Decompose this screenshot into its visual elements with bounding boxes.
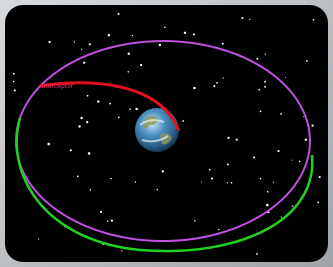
star — [47, 143, 50, 146]
screen: Interceptor — [0, 0, 333, 267]
star — [80, 117, 82, 119]
star — [88, 152, 91, 155]
star — [14, 89, 16, 91]
star — [260, 111, 262, 113]
star — [291, 160, 292, 161]
star — [48, 41, 50, 43]
star — [135, 108, 138, 111]
star — [81, 49, 82, 50]
trajectory-label: Interceptor — [40, 83, 74, 90]
star — [256, 58, 258, 60]
star — [70, 149, 72, 151]
star — [107, 221, 108, 222]
star — [277, 150, 279, 152]
star — [303, 116, 304, 117]
star — [218, 229, 220, 231]
star — [83, 62, 85, 64]
star — [258, 89, 260, 91]
star — [265, 53, 266, 54]
star — [209, 169, 211, 171]
star — [13, 73, 15, 75]
star — [317, 202, 319, 204]
star — [223, 77, 224, 78]
star — [110, 178, 112, 180]
star — [135, 181, 136, 182]
star — [264, 86, 266, 88]
star — [128, 52, 130, 54]
star — [216, 82, 218, 84]
star — [157, 189, 159, 191]
star — [306, 60, 308, 62]
star — [111, 219, 113, 221]
star — [140, 64, 142, 66]
star — [159, 44, 161, 46]
star — [38, 238, 39, 239]
star — [193, 87, 196, 90]
star — [213, 85, 215, 87]
star — [285, 77, 286, 78]
star — [118, 117, 120, 119]
star — [182, 120, 184, 122]
star — [211, 178, 213, 180]
star — [74, 41, 75, 42]
star — [164, 26, 166, 28]
star — [227, 137, 229, 139]
star — [90, 189, 91, 190]
star — [249, 19, 250, 20]
star — [128, 71, 130, 73]
star — [260, 178, 261, 179]
earth — [135, 108, 179, 152]
star — [299, 161, 301, 163]
star — [132, 35, 133, 36]
star — [109, 103, 111, 105]
star — [100, 211, 102, 213]
star — [281, 217, 282, 218]
star — [194, 220, 196, 222]
star — [87, 95, 89, 97]
star — [292, 205, 293, 206]
star — [129, 108, 131, 110]
star — [280, 113, 282, 115]
star — [319, 176, 321, 178]
star — [231, 182, 233, 184]
star — [201, 181, 202, 182]
star — [227, 163, 229, 165]
star — [264, 81, 266, 83]
star — [241, 17, 243, 19]
star — [273, 182, 274, 183]
star — [256, 253, 258, 255]
star — [305, 138, 307, 140]
star — [162, 170, 164, 172]
star — [121, 250, 122, 251]
star — [108, 34, 110, 36]
star — [227, 182, 228, 183]
star — [77, 176, 79, 178]
star — [267, 191, 269, 193]
star — [266, 204, 269, 207]
star — [312, 125, 314, 127]
star — [13, 81, 14, 82]
star — [97, 100, 99, 102]
star — [236, 139, 238, 141]
star — [86, 121, 88, 123]
star — [313, 19, 315, 21]
star — [184, 32, 186, 34]
star — [253, 156, 255, 158]
star — [78, 125, 80, 127]
star — [118, 13, 120, 15]
star — [89, 43, 91, 45]
star — [222, 43, 224, 45]
star — [193, 33, 195, 35]
